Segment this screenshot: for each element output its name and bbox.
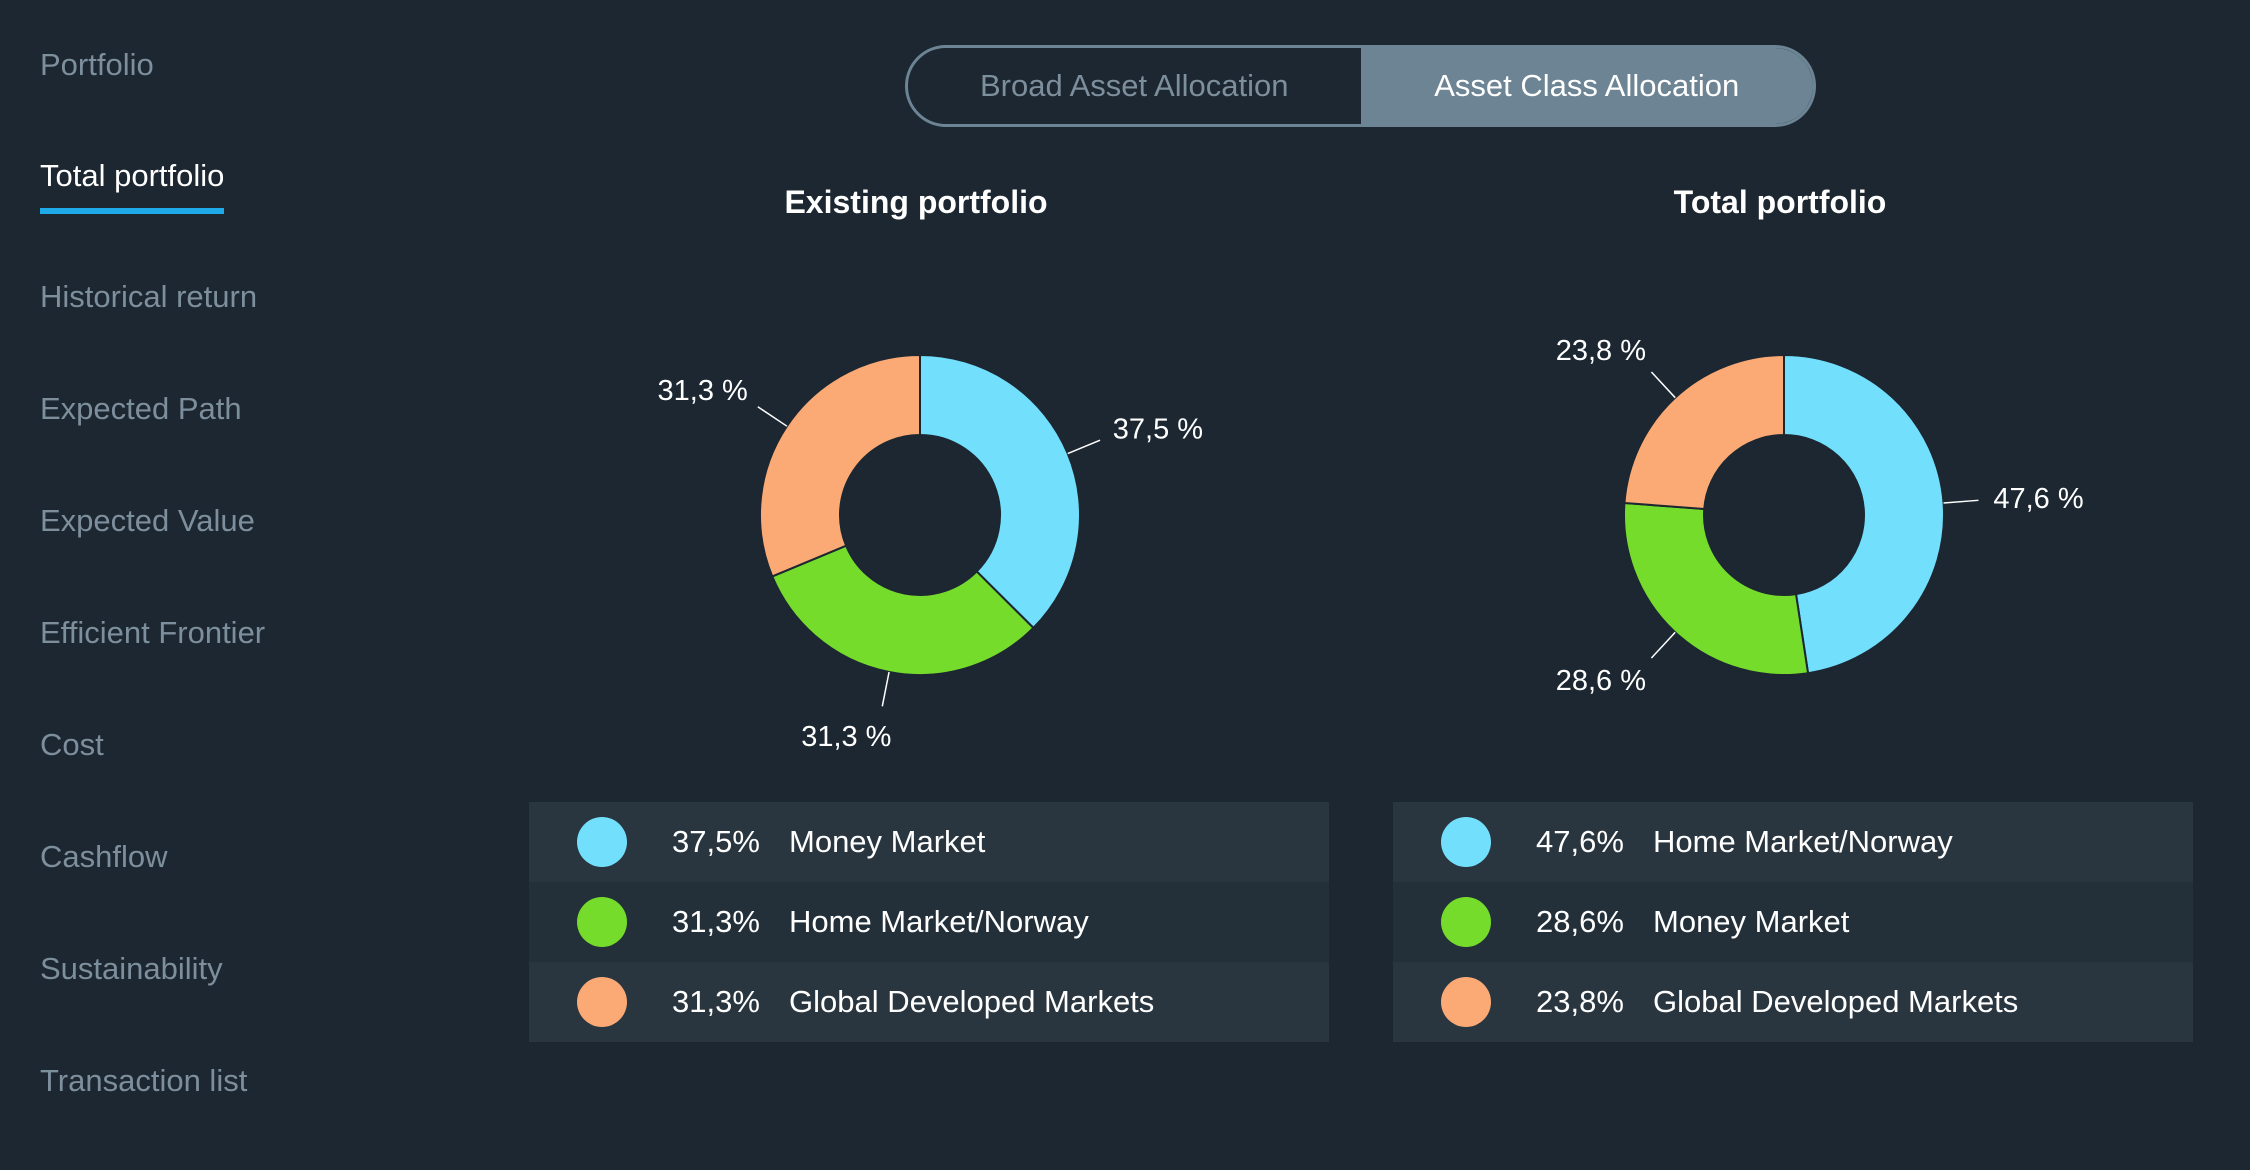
- legend-percent: 23,8%: [1536, 984, 1624, 1019]
- legend-color-dot: [1441, 897, 1491, 947]
- slice-percent-label: 47,6 %: [1993, 483, 2083, 515]
- legend-percent: 37,5%: [672, 824, 760, 859]
- legend-color-dot: [577, 817, 627, 867]
- legend-row: 31,3% Global Developed Markets: [529, 962, 1329, 1042]
- donut-slice: [919, 353, 1081, 630]
- donut-slice: [1783, 353, 1945, 675]
- leader-line: [757, 406, 788, 427]
- nav-item-expected-value[interactable]: Expected Value: [40, 503, 255, 538]
- slice-percent-label: 37,5 %: [1113, 414, 1203, 446]
- total-portfolio-donut-chart: 47,6 % 28,6 % 23,8 %: [1556, 335, 2084, 697]
- legend-label: Home Market/Norway: [789, 904, 1089, 939]
- nav-item-cashflow[interactable]: Cashflow: [40, 839, 168, 874]
- donut-slice: [770, 544, 1035, 676]
- active-tab-indicator: [40, 208, 225, 214]
- sidebar-nav: Portfolio Total portfolio Historical ret…: [40, 0, 460, 1170]
- slice-percent-label: 31,3 %: [658, 375, 748, 407]
- leader-line: [1067, 439, 1101, 455]
- leader-line: [881, 671, 890, 707]
- existing-portfolio-legend: 37,5% Money Market 31,3% Home Market/Nor…: [529, 802, 1329, 1042]
- legend-label: Global Developed Markets: [1653, 984, 2019, 1019]
- nav-item-expected-path[interactable]: Expected Path: [40, 391, 242, 426]
- leader-line: [1650, 631, 1676, 659]
- existing-portfolio-title: Existing portfolio: [784, 184, 1048, 220]
- legend-row: 28,6% Money Market: [1393, 882, 2193, 962]
- legend-percent: 31,3%: [672, 904, 760, 939]
- legend-color-dot: [577, 897, 627, 947]
- legend-label: Money Market: [789, 824, 986, 859]
- nav-item-transaction-list[interactable]: Transaction list: [40, 1063, 248, 1098]
- nav-item-historical-return[interactable]: Historical return: [40, 279, 258, 314]
- legend-percent: 31,3%: [672, 984, 760, 1019]
- leader-line: [1650, 371, 1676, 399]
- legend-percent: 28,6%: [1536, 904, 1624, 939]
- donut-slice: [1623, 353, 1785, 511]
- donut-slice: [759, 353, 921, 578]
- broad-asset-allocation-button[interactable]: Broad Asset Allocation: [980, 68, 1289, 103]
- nav-item-cost[interactable]: Cost: [40, 727, 104, 762]
- allocation-toggle: Broad Asset Allocation Asset Class Alloc…: [905, 45, 1816, 127]
- legend-color-dot: [1441, 817, 1491, 867]
- legend-label: Home Market/Norway: [1653, 824, 1953, 859]
- legend-percent: 47,6%: [1536, 824, 1624, 859]
- legend-row: 23,8% Global Developed Markets: [1393, 962, 2193, 1042]
- legend-row: 37,5% Money Market: [529, 802, 1329, 882]
- legend-color-dot: [1441, 977, 1491, 1027]
- nav-item-label: Total portfolio: [40, 158, 225, 193]
- legend-row: 47,6% Home Market/Norway: [1393, 802, 2193, 882]
- slice-percent-label: 31,3 %: [801, 721, 891, 753]
- nav-item-portfolio[interactable]: Portfolio: [40, 47, 154, 82]
- nav-item-total-portfolio[interactable]: Total portfolio: [40, 158, 225, 214]
- nav-item-sustainability[interactable]: Sustainability: [40, 951, 223, 986]
- slice-percent-label: 23,8 %: [1556, 335, 1646, 367]
- legend-color-dot: [577, 977, 627, 1027]
- legend-label: Money Market: [1653, 904, 1850, 939]
- existing-portfolio-donut-chart: 37,5 % 31,3 % 31,3 %: [658, 353, 1203, 753]
- asset-class-allocation-button[interactable]: Asset Class Allocation: [1360, 48, 1813, 124]
- slice-percent-label: 28,6 %: [1556, 665, 1646, 697]
- total-portfolio-legend: 47,6% Home Market/Norway 28,6% Money Mar…: [1393, 802, 2193, 1042]
- nav-item-efficient-frontier[interactable]: Efficient Frontier: [40, 615, 266, 650]
- legend-row: 31,3% Home Market/Norway: [529, 882, 1329, 962]
- donut-slice: [1623, 501, 1810, 676]
- leader-line: [1943, 499, 1979, 504]
- legend-label: Global Developed Markets: [789, 984, 1155, 1019]
- total-portfolio-title: Total portfolio: [1673, 184, 1887, 220]
